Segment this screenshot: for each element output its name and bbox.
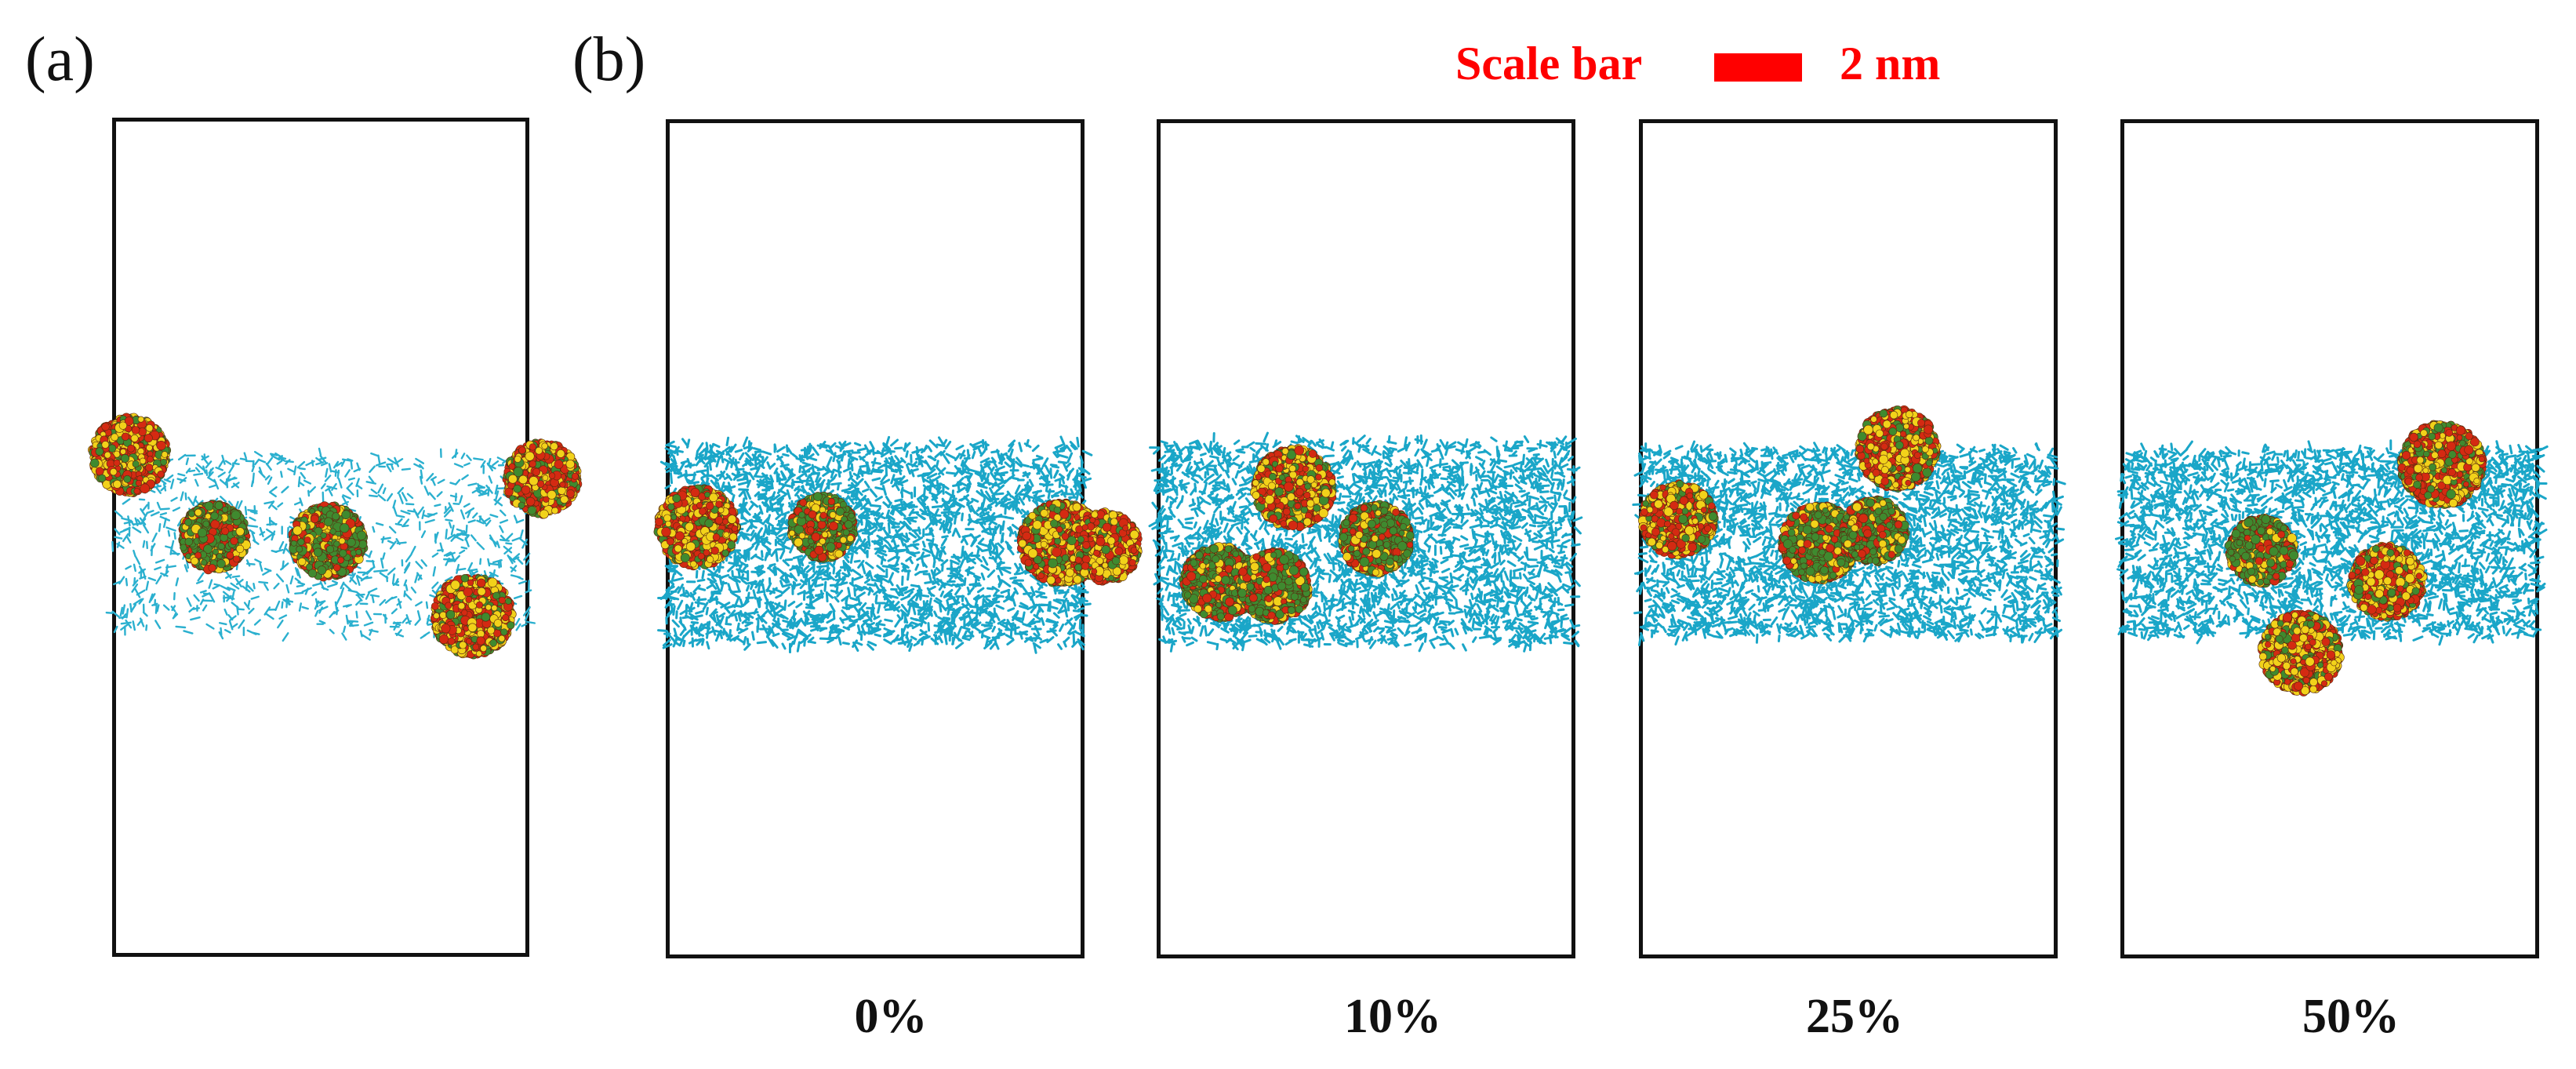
concentration-label-10: 10% [1275, 992, 1510, 1041]
panel-a-simulation-box [87, 118, 583, 957]
nanoparticle-cluster [288, 501, 369, 582]
panel-b-snapshot-10 [1148, 431, 1583, 653]
panel-b-snapshot-50 [2114, 420, 2549, 696]
nanoparticle-cluster [430, 573, 517, 660]
concentration-label-50: 50% [2233, 992, 2469, 1041]
panel-a-snapshot [87, 413, 583, 660]
panel-b-box-25 [1632, 119, 2066, 958]
nanoparticle-cluster [2346, 541, 2428, 622]
nanoparticle-cluster [178, 500, 251, 575]
panel-a-label: (a) [25, 28, 95, 91]
nanoparticle-cluster [1250, 444, 1337, 532]
nanoparticle-cluster [2225, 513, 2299, 588]
nanoparticle-cluster [1855, 405, 1942, 493]
nanoparticle-cluster [87, 413, 172, 497]
panel-b-box-0 [653, 119, 1143, 958]
panel-b-box-50 [2114, 119, 2549, 958]
concentration-label-25: 25% [1737, 992, 1972, 1041]
scale-bar-legend: Scale bar 2 nm [1455, 36, 2004, 91]
panel-b-box-10 [1148, 119, 1583, 958]
nanoparticle-cluster [2396, 420, 2487, 509]
nanoparticle-cluster [1638, 479, 1719, 560]
nanoparticle-cluster [1838, 495, 1910, 566]
nanoparticle-cluster [653, 484, 742, 571]
water-layer [1632, 440, 2066, 646]
panel-b-label: (b) [572, 28, 645, 91]
concentration-label-0: 0% [773, 992, 1008, 1041]
scale-bar-label: Scale bar [1455, 36, 1642, 91]
nanoparticle-cluster [1179, 542, 1259, 623]
nanoparticle-cluster [2257, 609, 2345, 696]
panel-b-snapshot-25 [1632, 405, 2066, 646]
nanoparticle-cluster [1235, 547, 1313, 625]
nanoparticle-cluster [1338, 500, 1415, 578]
nanoparticle-cluster [787, 491, 858, 563]
scale-bar-length: 2 nm [1840, 36, 1940, 91]
nanoparticle-cluster [1066, 507, 1143, 586]
nanoparticle-cluster [502, 438, 583, 519]
scale-bar [1714, 53, 1802, 82]
panel-b-snapshot-0 [653, 435, 1143, 654]
